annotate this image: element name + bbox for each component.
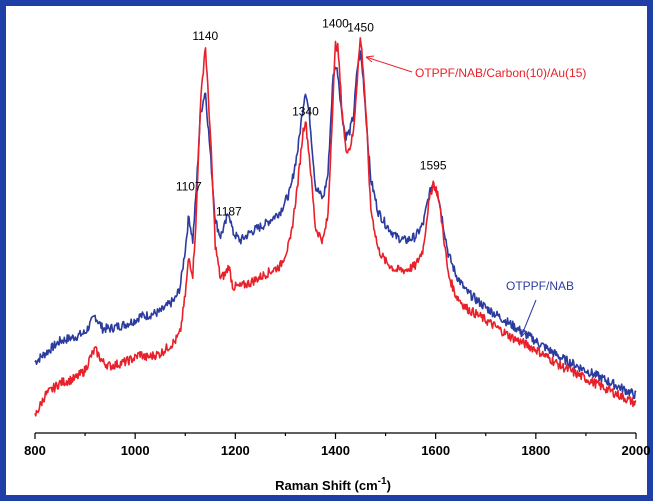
- x-tick-label-2: 1200: [221, 443, 250, 458]
- x-tick-label-6: 2000: [622, 443, 651, 458]
- peak-label-1140: 1140: [192, 29, 218, 43]
- series-line-otppf-nab: [34, 50, 637, 400]
- x-tick-label-0: 800: [24, 443, 46, 458]
- x-axis-title-end: ): [387, 478, 391, 493]
- annotation-blue-arrow-line: [520, 299, 537, 338]
- peak-label-1595: 1595: [420, 159, 447, 173]
- plot-area: 800 1000 1200 1400 1600 1800 2000 1107 1140 1187 1…: [24, 17, 650, 458]
- peak-label-1187: 1187: [216, 205, 242, 219]
- x-tick-label-1: 1000: [121, 443, 150, 458]
- annotation-blue-arrowhead: [520, 329, 528, 338]
- x-tick-label-4: 1600: [421, 443, 450, 458]
- annotation-red-series: OTPPF/NAB/Carbon(10)/Au(15): [415, 66, 586, 80]
- annotation-red-arrow-line: [365, 56, 413, 73]
- peak-label-1450: 1450: [347, 21, 374, 35]
- series-line-otppf-nab-carbon-au: [34, 37, 637, 417]
- x-axis-title: Raman Shift (cm-1): [275, 476, 391, 493]
- peak-label-1400: 1400: [322, 17, 349, 31]
- x-tick-label-5: 1800: [521, 443, 550, 458]
- x-axis-title-main: Raman Shift (cm: [275, 478, 378, 493]
- x-tick-label-3: 1400: [321, 443, 350, 458]
- peak-label-1340: 1340: [292, 104, 319, 118]
- peak-label-1107: 1107: [176, 180, 202, 194]
- annotation-blue-series: OTPPF/NAB: [506, 279, 574, 293]
- annotation-red-arrowhead: [365, 55, 375, 63]
- x-axis-title-superscript: -1: [378, 476, 387, 487]
